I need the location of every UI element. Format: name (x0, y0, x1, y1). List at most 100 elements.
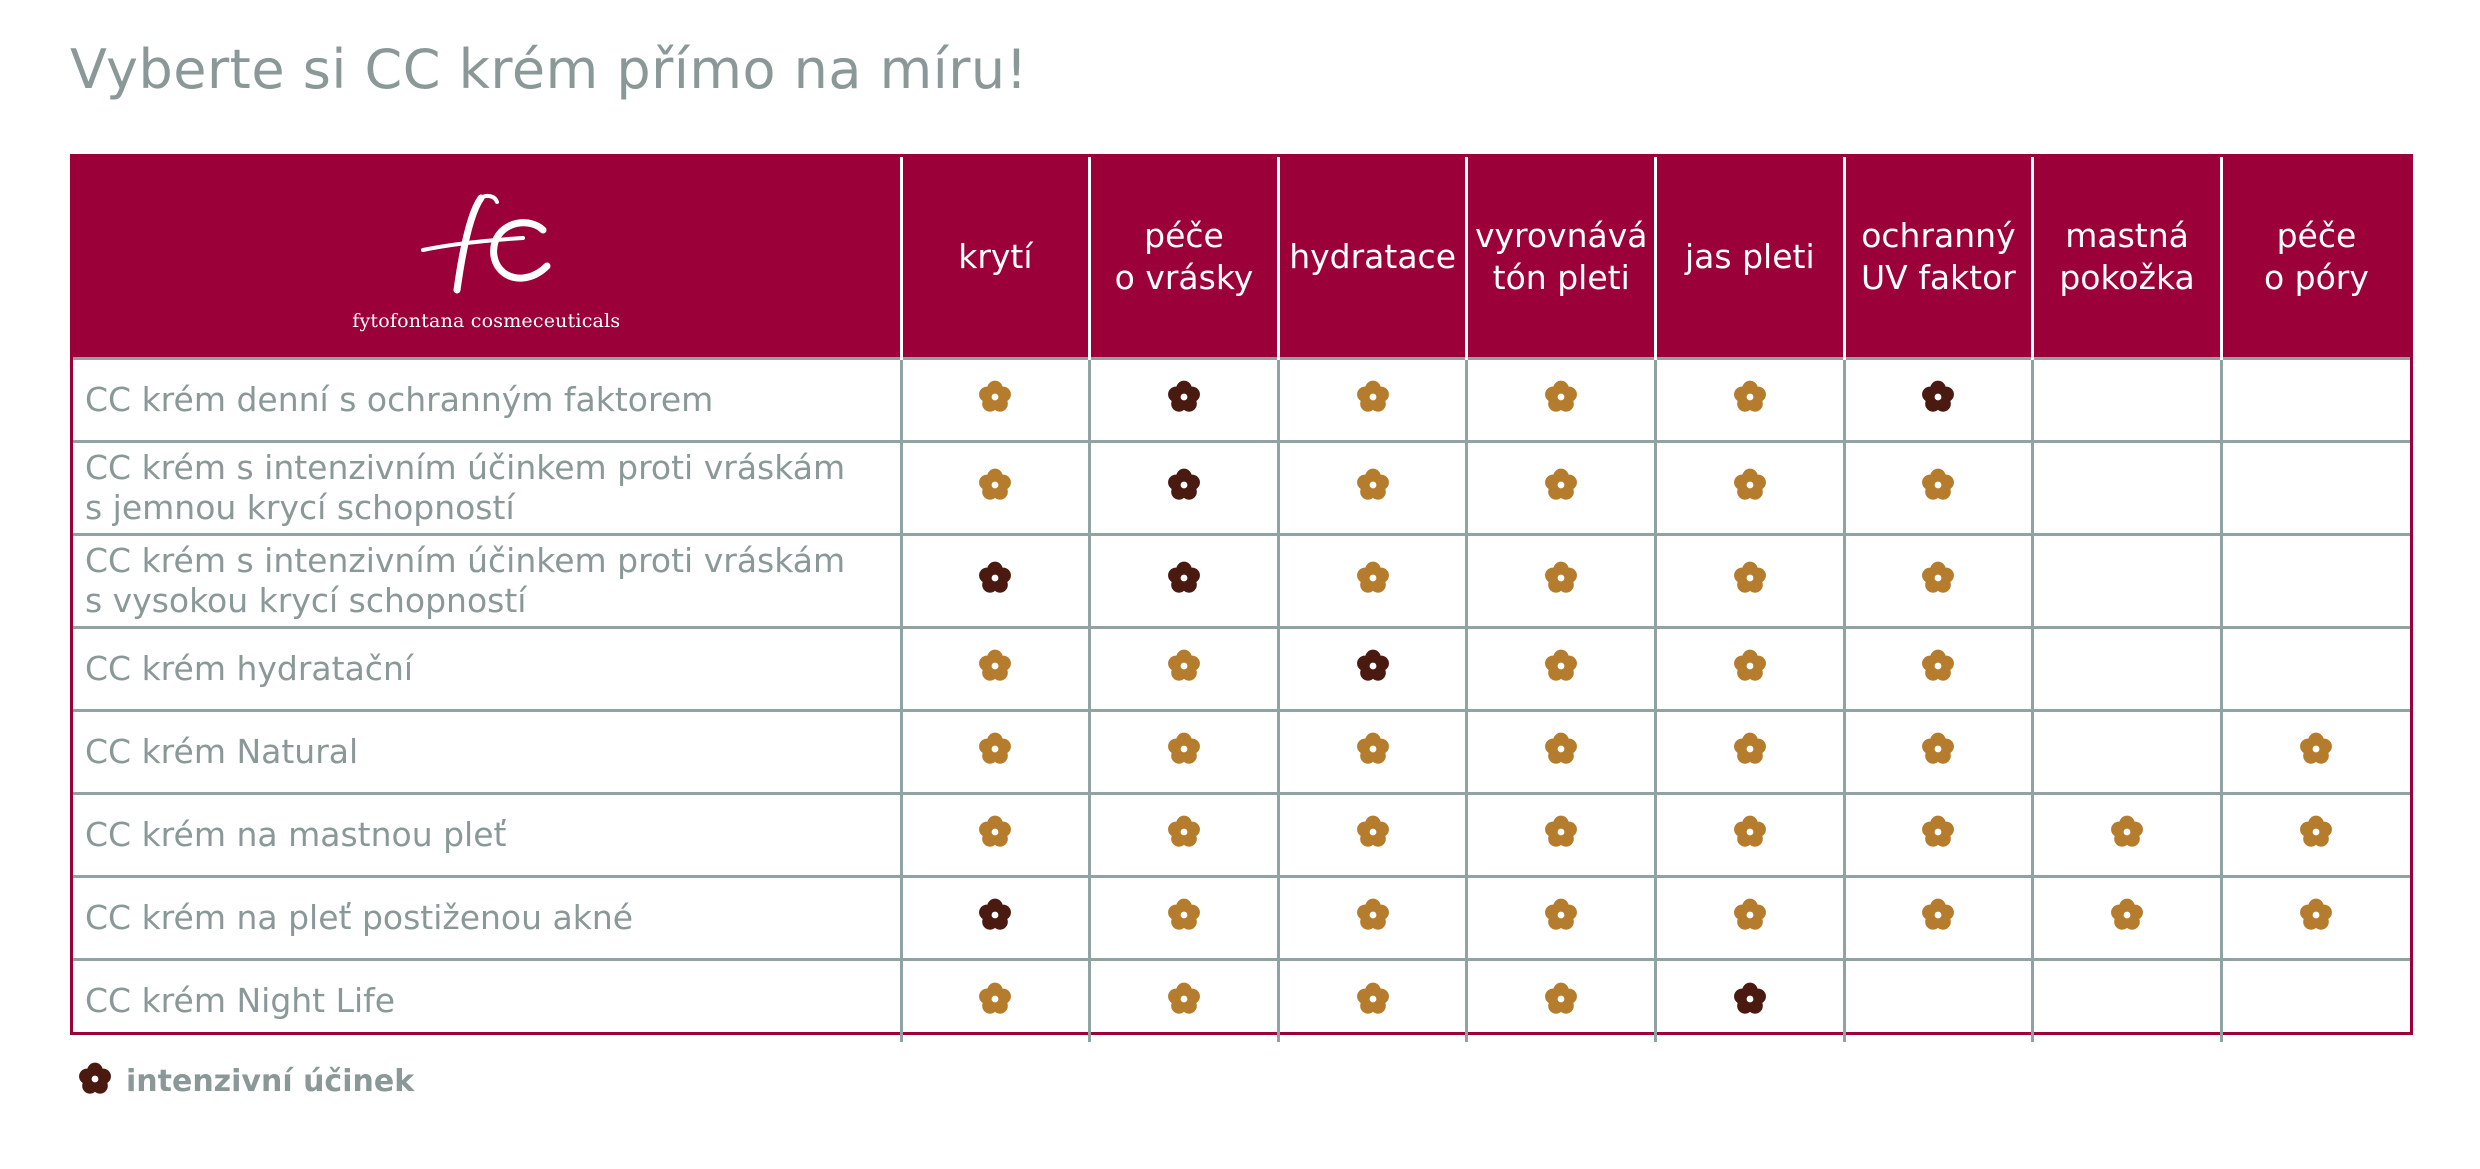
product-name: CC krém Natural (85, 731, 359, 771)
flower-icon (1731, 730, 1769, 773)
column-header-label: péče o póry (2263, 215, 2369, 297)
feature-cell-ton (1465, 708, 1658, 795)
feature-cell-pory (2219, 957, 2410, 1042)
flower-icon (1354, 730, 1392, 773)
feature-cell-jas (1654, 791, 1846, 878)
feature-cell-jas (1654, 439, 1846, 536)
feature-cell-jas (1654, 356, 1846, 443)
feature-cell-mastna (2031, 625, 2223, 712)
flower-icon (1542, 896, 1580, 939)
flower-icon (1542, 559, 1580, 602)
feature-cell-ton (1465, 356, 1658, 443)
product-name-cell: CC krém Natural (73, 708, 903, 795)
comparison-table-wrapper: fytofontana cosmeceuticals krytí péče o v… (70, 154, 2413, 1042)
flower-intensive-icon (976, 559, 1014, 602)
feature-cell-mastna (2031, 439, 2223, 536)
feature-cell-hydratace (1276, 708, 1469, 795)
product-name-cell: CC krém na pleť postiženou akné (73, 874, 903, 961)
feature-cell-hydratace (1276, 439, 1469, 536)
column-header-label: mastná pokožka (2059, 215, 2195, 297)
flower-intensive-icon (1354, 647, 1392, 690)
product-name-cell: CC krém hydratační (73, 625, 903, 712)
table-row: CC krém s intenzivním účinkem proti vrás… (73, 439, 2410, 536)
feature-cell-pory (2219, 532, 2410, 629)
column-header-jas: jas pleti (1654, 157, 1845, 358)
flower-icon (2108, 813, 2146, 856)
flower-icon (1731, 647, 1769, 690)
feature-cell-vrasky (1088, 708, 1280, 795)
feature-cell-mastna (2031, 532, 2223, 629)
column-header-label: jas pleti (1685, 236, 1815, 276)
feature-cell-kryti (899, 356, 1092, 443)
feature-cell-pory (2219, 874, 2410, 961)
flower-icon (976, 980, 1014, 1023)
product-name-cell: CC krém Night Life (73, 957, 903, 1042)
product-name: CC krém na mastnou pleť (85, 814, 507, 854)
feature-cell-ton (1465, 532, 1658, 629)
feature-cell-kryti (899, 874, 1092, 961)
flower-icon (1542, 813, 1580, 856)
product-name: CC krém s intenzivním účinkem proti vrás… (85, 540, 846, 620)
feature-cell-jas (1654, 532, 1846, 629)
feature-cell-mastna (2031, 874, 2223, 961)
flower-icon (1354, 466, 1392, 509)
feature-cell-vrasky (1088, 957, 1280, 1042)
flower-icon (976, 378, 1014, 421)
feature-cell-vrasky (1088, 439, 1280, 536)
flower-icon (1542, 980, 1580, 1023)
feature-cell-kryti (899, 708, 1092, 795)
product-name-cell: CC krém denní s ochranným faktorem (73, 356, 903, 443)
column-header-vrasky: péče o vrásky (1088, 157, 1279, 358)
flower-icon (1542, 378, 1580, 421)
flower-icon (1542, 647, 1580, 690)
product-name: CC krém na pleť postiženou akné (85, 897, 634, 937)
flower-icon (1354, 378, 1392, 421)
feature-cell-uv (1842, 439, 2035, 536)
flower-icon (2297, 896, 2335, 939)
flower-icon (976, 813, 1014, 856)
flower-icon (1731, 813, 1769, 856)
flower-icon (1919, 466, 1957, 509)
feature-cell-mastna (2031, 791, 2223, 878)
flower-icon (1919, 559, 1957, 602)
flower-icon (976, 466, 1014, 509)
feature-cell-jas (1654, 625, 1846, 712)
flower-icon (1354, 896, 1392, 939)
flower-icon (1731, 378, 1769, 421)
flower-icon (1165, 730, 1203, 773)
brand-name: fytofontana cosmeceuticals (352, 309, 621, 332)
flower-icon (1165, 647, 1203, 690)
product-name-cell: CC krém na mastnou pleť (73, 791, 903, 878)
feature-cell-kryti (899, 532, 1092, 629)
table-row: CC krém na pleť postiženou akné (73, 874, 2410, 961)
feature-cell-kryti (899, 957, 1092, 1042)
feature-cell-vrasky (1088, 625, 1280, 712)
feature-cell-uv (1842, 625, 2035, 712)
table-row: CC krém s intenzivním účinkem proti vrás… (73, 532, 2410, 629)
feature-cell-pory (2219, 791, 2410, 878)
feature-cell-vrasky (1088, 874, 1280, 961)
legend-label: intenzivní účinek (126, 1064, 415, 1099)
feature-cell-pory (2219, 625, 2410, 712)
legend: intenzivní účinek (76, 1060, 414, 1103)
flower-icon (976, 647, 1014, 690)
flower-intensive-icon (1165, 378, 1203, 421)
column-header-label: hydratace (1289, 236, 1456, 276)
table-body: CC krém denní s ochranným faktorem CC kré… (73, 356, 2410, 1042)
feature-cell-vrasky (1088, 791, 1280, 878)
flower-icon (1919, 813, 1957, 856)
flower-icon (1165, 813, 1203, 856)
feature-cell-hydratace (1276, 874, 1469, 961)
flower-icon (1731, 896, 1769, 939)
feature-cell-hydratace (1276, 532, 1469, 629)
flower-icon (1542, 730, 1580, 773)
feature-cell-kryti (899, 791, 1092, 878)
column-header-hydratace: hydratace (1276, 157, 1467, 358)
flower-icon (1165, 980, 1203, 1023)
flower-icon (1165, 896, 1203, 939)
page-title: Vyberte si CC krém přímo na míru! (70, 38, 1028, 101)
flower-icon (1542, 466, 1580, 509)
feature-cell-kryti (899, 625, 1092, 712)
feature-cell-ton (1465, 874, 1658, 961)
feature-cell-pory (2219, 356, 2410, 443)
